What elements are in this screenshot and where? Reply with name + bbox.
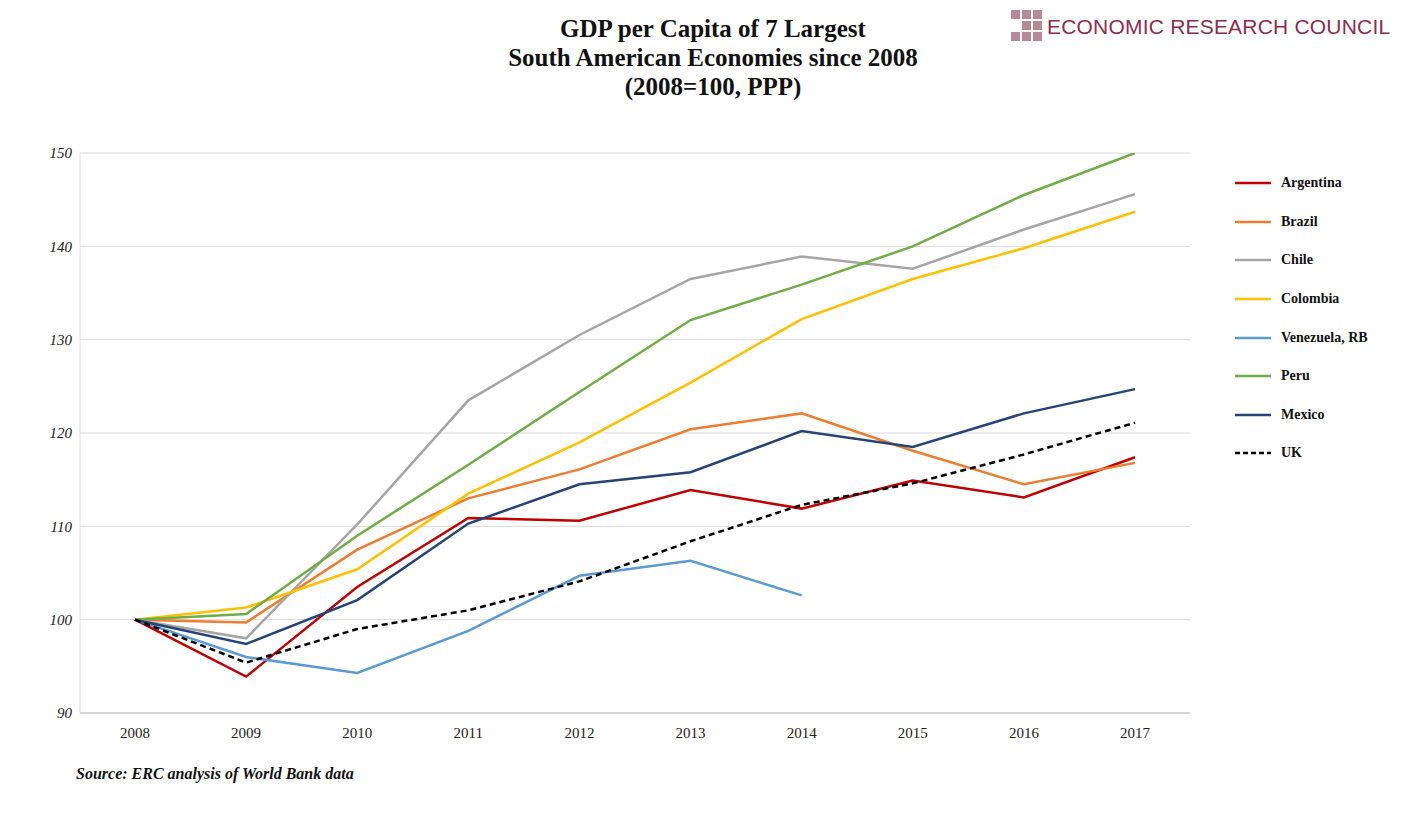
html-text:Mexico: Mexico (1281, 406, 1325, 422)
svg-text:2010: 2010 (342, 725, 372, 741)
svg-text:150: 150 (50, 145, 73, 161)
svg-text:90: 90 (57, 705, 73, 721)
html-text:Argentina: Argentina (1281, 175, 1342, 191)
svg-text:100: 100 (50, 612, 73, 628)
html-text:UK: UK (1281, 445, 1302, 461)
svg-text:2008: 2008 (120, 725, 150, 741)
svg-text:120: 120 (50, 425, 73, 441)
svg-text:130: 130 (50, 332, 73, 348)
html-text:GDP per Capita of 7 Largest: GDP per Capita of 7 Largest (560, 15, 866, 42)
svg-text:2009: 2009 (231, 725, 261, 741)
svg-text:2011: 2011 (454, 725, 483, 741)
svg-text:140: 140 (50, 239, 73, 255)
html-text:South American Economies since: South American Economies since 2008 (508, 44, 918, 71)
svg-text:2016: 2016 (1009, 725, 1040, 741)
html-text:Chile: Chile (1281, 252, 1313, 268)
svg-text:2014: 2014 (787, 725, 818, 741)
svg-text:110: 110 (51, 519, 73, 535)
html-text:Peru: Peru (1281, 368, 1310, 384)
html-text:ECONOMIC RESEARCH COUNCIL: ECONOMIC RESEARCH COUNCIL (1047, 15, 1391, 38)
svg-text:2012: 2012 (564, 725, 594, 741)
svg-text:2015: 2015 (898, 725, 928, 741)
html-text:Brazil: Brazil (1281, 213, 1318, 229)
html-text:Source: ERC analysis of World: Source: ERC analysis of World Bank data (76, 765, 354, 782)
svg-text:2013: 2013 (676, 725, 706, 741)
svg-text:2017: 2017 (1120, 725, 1151, 741)
html-text:(2008=100, PPP): (2008=100, PPP) (624, 73, 802, 100)
html-text:Colombia: Colombia (1281, 291, 1340, 307)
html-text:Venezuela, RB: Venezuela, RB (1281, 329, 1368, 345)
